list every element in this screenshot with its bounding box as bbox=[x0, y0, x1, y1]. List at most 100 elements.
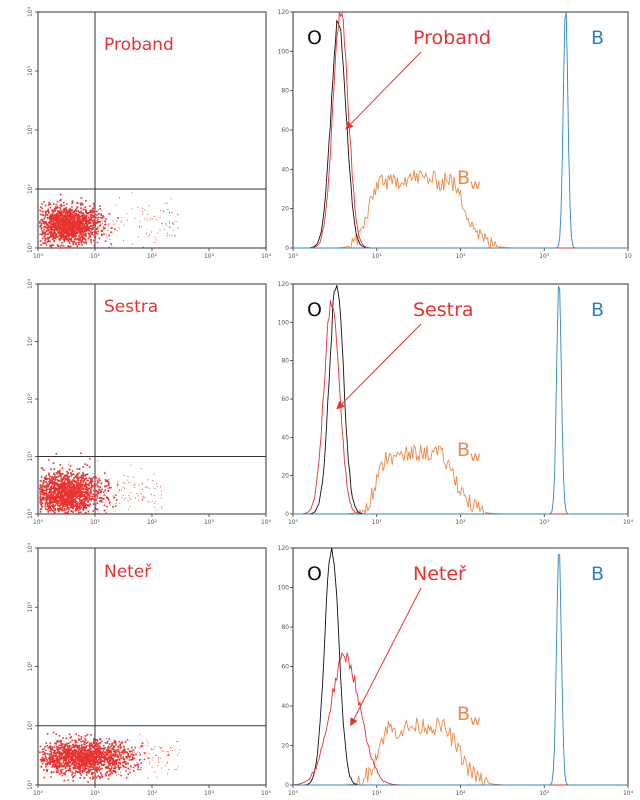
x-tick-label: 10⁰ bbox=[33, 253, 44, 260]
y-tick-label: 10³ bbox=[27, 65, 34, 76]
x-tick-label: 10² bbox=[455, 790, 466, 797]
scatter-points bbox=[39, 452, 163, 515]
y-tick-label: 80 bbox=[281, 88, 289, 95]
histogram-series-blue bbox=[293, 285, 628, 515]
y-tick-label: 100 bbox=[278, 319, 290, 326]
x-tick-label: 10⁰ bbox=[288, 253, 299, 260]
label-b: B bbox=[591, 299, 604, 321]
y-tick-label: 10² bbox=[27, 661, 34, 672]
y-tick-label: 40 bbox=[281, 166, 289, 173]
x-tick-label: 10³ bbox=[539, 519, 550, 526]
x-tick-label: 10¹ bbox=[90, 790, 101, 797]
x-tick-label: 10² bbox=[147, 253, 158, 260]
label-sample: Sestra bbox=[413, 299, 474, 321]
scatter-plot-4: 10⁰ 10¹ 10² 10³ 10⁴ 10⁰ 10¹ 10² 10³ 10⁴ Neteř bbox=[27, 542, 272, 797]
histogram-plot-3: 10⁰ 10¹ 10² 10³ 10⁴ 0 20 40 60 80 100 120 O Sestra B Bw bbox=[278, 281, 634, 526]
label-b: B bbox=[591, 563, 604, 585]
y-tick-label: 80 bbox=[281, 624, 289, 631]
event-cloud bbox=[39, 452, 163, 515]
sample-name-label: Neteř bbox=[104, 562, 152, 582]
y-tick-label: 20 bbox=[281, 473, 289, 480]
histogram-series-blue bbox=[293, 12, 628, 249]
x-tick-label: 10¹ bbox=[90, 519, 101, 526]
label-bw: Bw bbox=[457, 439, 481, 465]
y-tick-label: 40 bbox=[281, 703, 289, 710]
annotation-arrow bbox=[345, 51, 422, 130]
x-tick-label: 10² bbox=[455, 519, 466, 526]
x-tick-label: 10² bbox=[147, 519, 158, 526]
x-tick-label: 10¹ bbox=[372, 790, 383, 797]
y-tick-label: 10⁰ bbox=[27, 242, 34, 253]
histogram-series-red bbox=[293, 300, 628, 515]
scatter-plot-2: 10⁰ 10¹ 10² 10³ 10⁴ 10⁰ 10¹ 10² 10³ 10⁴ Sestra bbox=[27, 278, 272, 526]
x-tick-label: 10² bbox=[147, 790, 158, 797]
x-tick-label: 10¹ bbox=[372, 519, 383, 526]
y-tick-label: 100 bbox=[278, 585, 290, 592]
label-sample: Neteř bbox=[413, 563, 466, 585]
x-tick-label: 10⁰ bbox=[33, 790, 44, 797]
x-tick-label: 10³ bbox=[539, 790, 550, 797]
y-tick-label: 10⁴ bbox=[27, 542, 34, 553]
scatter-points bbox=[39, 731, 180, 783]
y-tick-label: 120 bbox=[278, 9, 290, 16]
annotation-arrow bbox=[350, 587, 422, 727]
plot-frame bbox=[37, 283, 267, 515]
x-tick-label: 10¹ bbox=[372, 253, 383, 260]
y-tick-label: 10⁴ bbox=[27, 278, 34, 289]
y-tick-label: 0 bbox=[285, 511, 289, 518]
histogram-series-black bbox=[293, 19, 628, 249]
label-o: O bbox=[307, 27, 322, 49]
scatter-plot-0: 10⁰ 10¹ 10² 10³ 10⁴ 10⁰ 10¹ 10² 10³ 10⁴ Proband bbox=[27, 6, 272, 260]
y-tick-label: 0 bbox=[285, 245, 289, 252]
event-cloud bbox=[39, 191, 179, 249]
x-tick-label: 10⁰ bbox=[288, 790, 299, 797]
histogram-series-blue bbox=[293, 554, 628, 786]
y-tick-label: 10⁰ bbox=[27, 508, 34, 519]
sample-name-label: Proband bbox=[104, 35, 174, 55]
y-tick-label: 60 bbox=[281, 664, 289, 671]
y-tick-label: 20 bbox=[281, 206, 289, 213]
x-tick-label: 10 bbox=[624, 253, 632, 260]
y-tick-label: 10¹ bbox=[27, 451, 34, 462]
y-tick-label: 10³ bbox=[27, 602, 34, 613]
sample-name-label: Sestra bbox=[104, 297, 158, 317]
y-tick-label: 60 bbox=[281, 127, 289, 134]
y-tick-label: 10² bbox=[27, 393, 34, 404]
y-tick-label: 20 bbox=[281, 743, 289, 750]
label-b: B bbox=[591, 27, 604, 49]
x-tick-label: 10³ bbox=[204, 519, 215, 526]
y-tick-label: 0 bbox=[285, 782, 289, 789]
event-cloud bbox=[39, 731, 180, 783]
annotation-arrow bbox=[336, 323, 422, 410]
x-tick-label: 10⁰ bbox=[33, 519, 44, 526]
y-tick-label: 10⁴ bbox=[27, 6, 34, 17]
y-tick-label: 10³ bbox=[27, 336, 34, 347]
y-tick-label: 10⁰ bbox=[27, 779, 34, 790]
scatter-points bbox=[39, 191, 179, 249]
x-tick-label: 10⁴ bbox=[261, 253, 272, 260]
y-tick-label: 120 bbox=[278, 545, 290, 552]
y-tick-label: 10¹ bbox=[27, 720, 34, 731]
y-tick-label: 40 bbox=[281, 434, 289, 441]
x-tick-label: 10¹ bbox=[90, 253, 101, 260]
y-tick-label: 120 bbox=[278, 281, 290, 288]
x-tick-label: 10⁴ bbox=[261, 519, 272, 526]
x-tick-label: 10³ bbox=[204, 790, 215, 797]
x-tick-label: 10³ bbox=[204, 253, 215, 260]
label-sample: Proband bbox=[413, 27, 491, 49]
y-tick-label: 10¹ bbox=[27, 183, 34, 194]
x-tick-label: 10⁴ bbox=[623, 790, 634, 797]
histogram-plot-5: 10⁰ 10¹ 10² 10³ 10⁴ 0 20 40 60 80 100 120 O Neteř B Bw bbox=[278, 545, 634, 797]
x-tick-label: 10² bbox=[455, 253, 466, 260]
label-o: O bbox=[307, 563, 322, 585]
histogram-series-orange bbox=[293, 716, 628, 786]
y-tick-label: 80 bbox=[281, 358, 289, 365]
label-bw: Bw bbox=[457, 167, 481, 193]
x-tick-label: 10³ bbox=[539, 253, 550, 260]
label-bw: Bw bbox=[457, 703, 481, 729]
x-tick-label: 10⁰ bbox=[288, 519, 299, 526]
y-tick-label: 10² bbox=[27, 124, 34, 135]
label-o: O bbox=[307, 299, 322, 321]
